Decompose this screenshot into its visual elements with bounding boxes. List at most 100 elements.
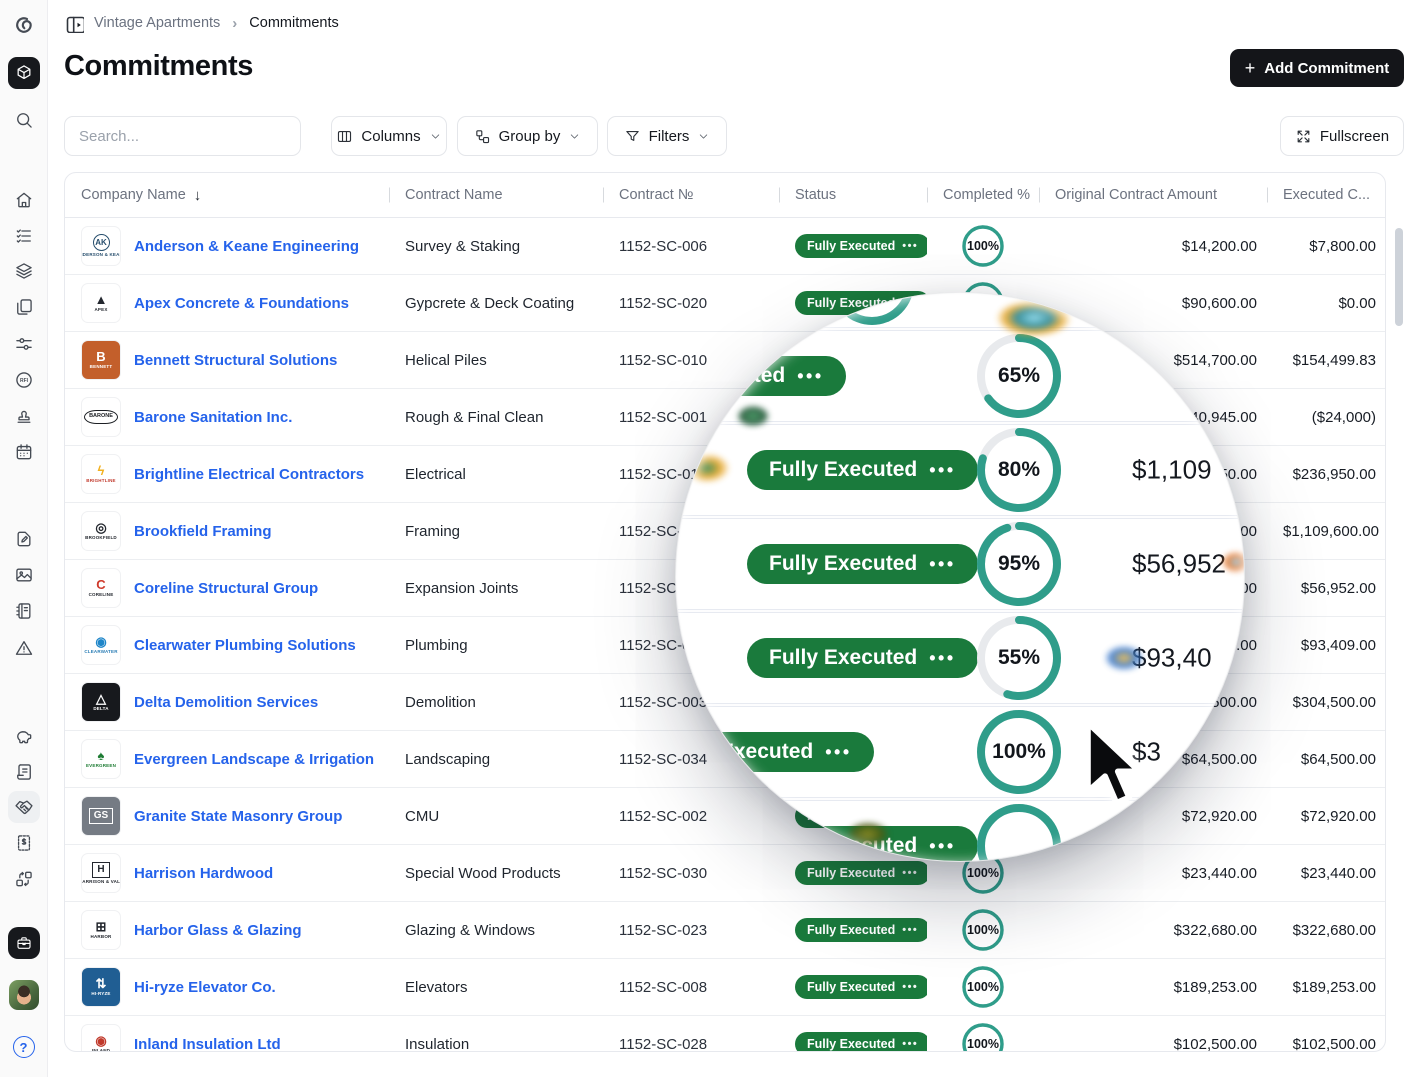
company-link[interactable]: Inland Insulation Ltd [134,1035,281,1052]
completed-cell: 100% [927,852,1039,894]
columns-button[interactable]: Columns [331,116,447,156]
executed-amount-cell: $7,800.00 [1309,237,1376,255]
executed-amount-cell: $154,499.83 [1292,351,1376,369]
company-logo: C CORELINE [81,568,121,608]
column-header-1[interactable]: Company Name ↓ [81,186,202,204]
group-by-icon [475,129,489,143]
contract-name-cell: Survey & Staking [405,237,521,255]
fullscreen-button[interactable]: Fullscreen [1280,116,1404,156]
layers-icon[interactable] [8,255,40,287]
panel-toggle-icon[interactable] [64,13,84,33]
controls-icon[interactable] [8,328,40,360]
progress-ring: 100% [962,1023,1004,1051]
status-badge[interactable]: Fully Executed ••• [795,861,927,885]
fullscreen-icon [1297,130,1310,142]
lens-row: Fully Executed ••• 65% [676,330,1244,422]
tasks-icon[interactable] [8,220,40,252]
contract-name-cell: Landscaping [405,750,491,768]
original-amount-cell: $14,200.00 [1181,237,1257,255]
company-logo: ⇅ HI-RYZE [81,967,121,1007]
group-by-button[interactable]: Group by [457,116,598,156]
company-logo: ◎ BROOKFIELD [81,511,121,551]
rfi-icon[interactable]: RFI [8,364,40,396]
status-cell: Fully Executed ••• [779,234,927,258]
stamp-icon[interactable] [8,400,40,432]
company-link[interactable]: Hi-ryze Elevator Co. [134,978,276,996]
company-link[interactable]: Clearwater Plumbing Solutions [134,636,356,654]
company-logo: AKANDERSON & KEANE [81,226,121,266]
magnifier-lens: Fully Executed ••• 65% Fully Executed ••… [675,292,1245,862]
executed-amount-cell: $304,500.00 [1292,693,1376,711]
original-amount-cell: $189,253.00 [1173,978,1257,996]
column-header-6[interactable]: Original Contract Amount [1039,187,1267,203]
search-icon[interactable] [8,104,40,136]
documents-icon[interactable] [8,291,40,323]
company-link[interactable]: Barone Sanitation Inc. [134,408,293,426]
company-link[interactable]: Granite State Masonry Group [134,807,343,825]
completed-cell: 100% [927,225,1039,267]
toolbox-icon[interactable] [7,927,40,959]
chevron-down-icon [700,133,708,139]
contract-name-cell: Gypcrete & Deck Coating [405,294,575,312]
specifications-icon[interactable] [8,595,40,627]
photos-icon[interactable] [8,559,40,591]
column-header-5[interactable]: Completed % [927,187,1039,203]
invoices-icon[interactable] [8,827,40,859]
company-logo: ϟ BRIGHTLINE [81,454,121,494]
executed-amount-cell: $72,920.00 [1300,807,1376,825]
table-row: H HARRISON & VALE Harrison Hardwood Speci… [65,845,1385,902]
user-avatar[interactable] [8,979,40,1011]
company-logo: B BENNETT [81,340,121,380]
executed-amount-cell: ($24,000) [1311,408,1376,426]
company-link[interactable]: Anderson & Keane Engineering [134,237,360,255]
company-link[interactable]: Harbor Glass & Glazing [134,921,302,939]
filters-button[interactable]: Filters [607,116,727,156]
column-header-4[interactable]: Status [779,187,927,203]
company-link[interactable]: Brightline Electrical Contractors [134,465,365,483]
svg-text:RFI: RFI [19,378,28,384]
company-link[interactable]: Evergreen Landscape & Irrigation [134,750,375,768]
company-logo: ◉ CLEARWATER [81,625,121,665]
change-orders-icon[interactable] [8,863,40,895]
add-commitment-button[interactable]: + Add Commitment [1230,49,1404,87]
status-badge[interactable]: Fully Executed ••• [795,234,927,258]
company-logo: ♠ EVERGREEN [81,739,121,779]
status-badge[interactable]: Fully Executed ••• [795,1032,927,1051]
company-link[interactable]: Bennett Structural Solutions [134,351,338,369]
column-header-2[interactable]: Contract Name [389,187,603,203]
company-link[interactable]: Brookfield Framing [134,522,272,540]
completed-cell: 100% [927,909,1039,951]
column-header-7[interactable]: Executed C... [1267,187,1385,203]
drawings-icon[interactable] [8,523,40,555]
contract-name-cell: Plumbing [405,636,468,654]
contract-number-cell: 1152-SC-006 [619,237,708,255]
executed-amount-cell: $23,440.00 [1300,864,1376,882]
budget-icon[interactable] [8,720,40,752]
search-input[interactable] [64,116,301,156]
company-link[interactable]: Harrison Hardwood [134,864,274,882]
lens-row: Fully Executed ••• 100% $3 [676,706,1244,798]
company-link[interactable]: Coreline Structural Group [134,579,319,597]
contract-number-cell: 1152-SC-028 [619,1035,708,1052]
breadcrumb-current: Commitments [249,15,339,31]
executed-amount-cell: $322,680.00 [1292,921,1376,939]
page-title: Commitments [64,50,253,82]
company-link[interactable]: Delta Demolition Services [134,693,319,711]
bidding-icon[interactable] [8,756,40,788]
status-badge[interactable]: Fully Executed ••• [795,918,927,942]
vertical-scrollbar[interactable] [1395,228,1403,326]
lens-row: Fully Executed ••• 80% $1,109 [676,424,1244,516]
breadcrumb-project[interactable]: Vintage Apartments [94,15,221,31]
help-icon[interactable]: ? [8,1031,40,1063]
calendar-icon[interactable] [8,436,40,468]
home-icon[interactable] [8,184,40,216]
column-header-3[interactable]: Contract № [603,187,779,203]
cube-app-icon[interactable] [7,57,40,89]
punch-list-icon[interactable] [8,632,40,664]
status-badge[interactable]: Fully Executed ••• [795,975,927,999]
contract-name-cell: Insulation [405,1035,470,1052]
commitments-icon[interactable] [7,791,40,823]
brand-logo-icon[interactable] [8,9,40,41]
company-link[interactable]: Apex Concrete & Foundations [134,294,350,312]
